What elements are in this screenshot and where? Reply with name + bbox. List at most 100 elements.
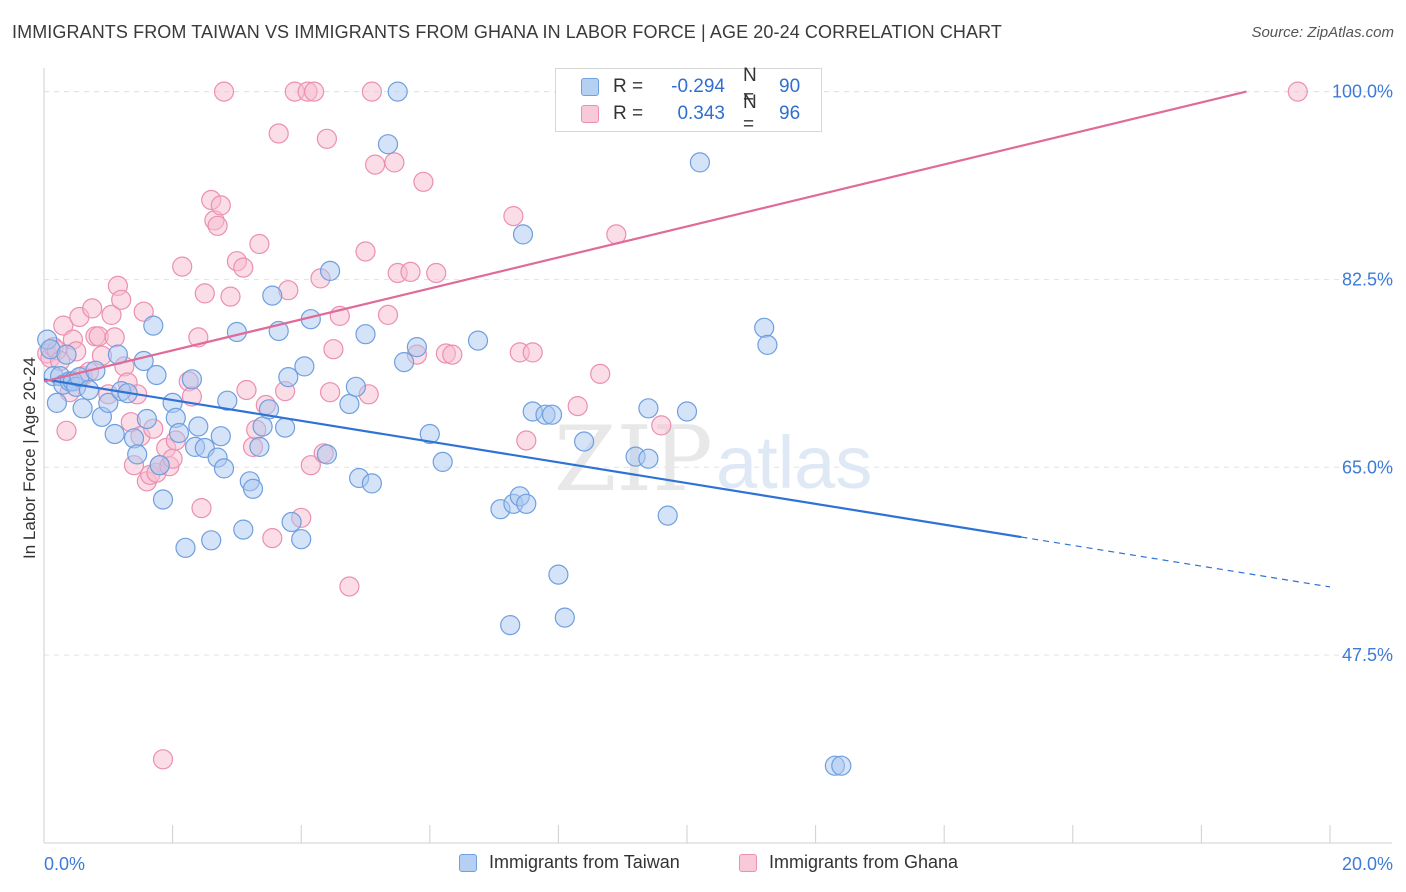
taiwan-point [831,755,852,776]
taiwan-point [143,315,164,336]
ghana-point [426,262,447,284]
ghana-point [361,81,382,102]
taiwan-point [548,564,569,585]
taiwan-point [345,376,366,397]
taiwan-point [541,404,563,425]
ghana-point [323,339,344,360]
taiwan-point [275,417,296,438]
y-tick-label: 65.0% [1342,457,1393,477]
watermark-atlas: atlas [716,421,872,504]
taiwan-point [249,436,270,457]
taiwan-point [638,398,659,419]
ghana-point [82,298,103,319]
legend-item-taiwan[interactable]: Immigrants from Taiwan [459,852,680,873]
ghana-point [233,257,254,278]
ghana-point [53,315,74,336]
taiwan-point [394,352,415,373]
ghana-point [262,527,283,549]
taiwan-point [252,416,273,437]
trend-lines [43,90,1331,588]
ghana-point [339,576,360,597]
ghana-point [194,283,215,304]
taiwan-point [188,416,209,437]
series-legend: Immigrants from Taiwan Immigrants from G… [0,852,1406,876]
taiwan-point [316,444,337,465]
axes [43,68,1392,844]
ghana-point [365,154,386,175]
taiwan-point [152,489,174,510]
taiwan-point [406,337,427,358]
ghana-point [320,382,341,403]
ghana-point [236,379,257,401]
ghana-point [377,304,399,325]
ghana-point [210,195,231,216]
legend-n-value-taiwan: 90 [779,76,801,97]
ghana-point [590,363,611,384]
taiwan-point [339,393,360,415]
correlation-legend: R = -0.294 N = 90 R = 0.343 N = 96 [555,65,822,135]
taiwan-point [361,473,382,494]
legend-row-ghana: R = 0.343 N = 96 [556,92,800,135]
ghana-point [249,233,270,255]
taiwan-point [554,607,575,628]
taiwan-point [278,367,299,388]
legend-item-ghana[interactable]: Immigrants from Ghana [739,852,958,873]
series-taiwan-points [37,81,852,776]
legend-n-label: N = [743,65,757,108]
taiwan-point [500,614,521,636]
ghana-point [651,415,672,436]
taiwan-point [320,260,341,281]
ghana-point [104,327,125,348]
legend-label-taiwan: Immigrants from Taiwan [489,852,680,872]
taiwan-point [355,324,376,345]
source-credit: Source: ZipAtlas.com [1251,24,1394,41]
ghana-point [207,215,228,236]
taiwan-point [46,392,68,413]
legend-r-value-ghana: 0.343 [677,103,725,124]
taiwan-point [210,426,231,447]
taiwan-point [56,344,77,365]
ghana-point [133,301,154,322]
taiwan-point [78,379,100,401]
ghana-point [522,342,543,363]
taiwan-point [377,134,399,155]
taiwan-point [432,451,453,472]
taiwan-point [387,81,408,102]
ghana-legend-swatch [739,853,757,872]
taiwan-trend-line [43,378,1022,539]
taiwan-point [676,401,698,422]
ghana-point [56,420,77,441]
taiwan-point [72,398,93,419]
taiwan-point [233,519,254,540]
x-tick-label-max: 20.0% [1342,854,1393,874]
legend-r-label: R = [613,76,644,97]
legend-n-label: N = [743,92,757,135]
y-tick-label: 100.0% [1332,82,1393,102]
ghana-point [516,430,537,451]
taiwan-point [127,444,148,465]
legend-label-ghana: Immigrants from Ghana [769,852,959,872]
legend-r-label: R = [613,103,644,124]
axis-labels: 47.5% 65.0% 82.5% 100.0% 0.0% 20.0% In Labor F… [20,82,1393,874]
ghana-point [213,81,235,102]
ghana-point [152,749,174,770]
taiwan-point [757,334,778,355]
y-tick-label: 47.5% [1342,645,1393,665]
taiwan-point [638,448,659,469]
ghana-point [567,396,588,417]
series-ghana-points [37,81,1308,770]
ghana-point [400,261,421,282]
taiwan-point [291,529,312,550]
taiwan-point [201,530,222,551]
y-tick-label: 82.5% [1342,269,1393,289]
taiwan-point [217,390,238,411]
ghana-point [191,498,212,519]
ghana-point [316,128,337,149]
gridlines [44,91,1392,656]
taiwan-point [98,392,119,413]
taiwan-point [573,431,595,452]
ghana-trend-line [43,90,1247,383]
taiwan-point [226,321,247,343]
taiwan-point [419,423,440,445]
